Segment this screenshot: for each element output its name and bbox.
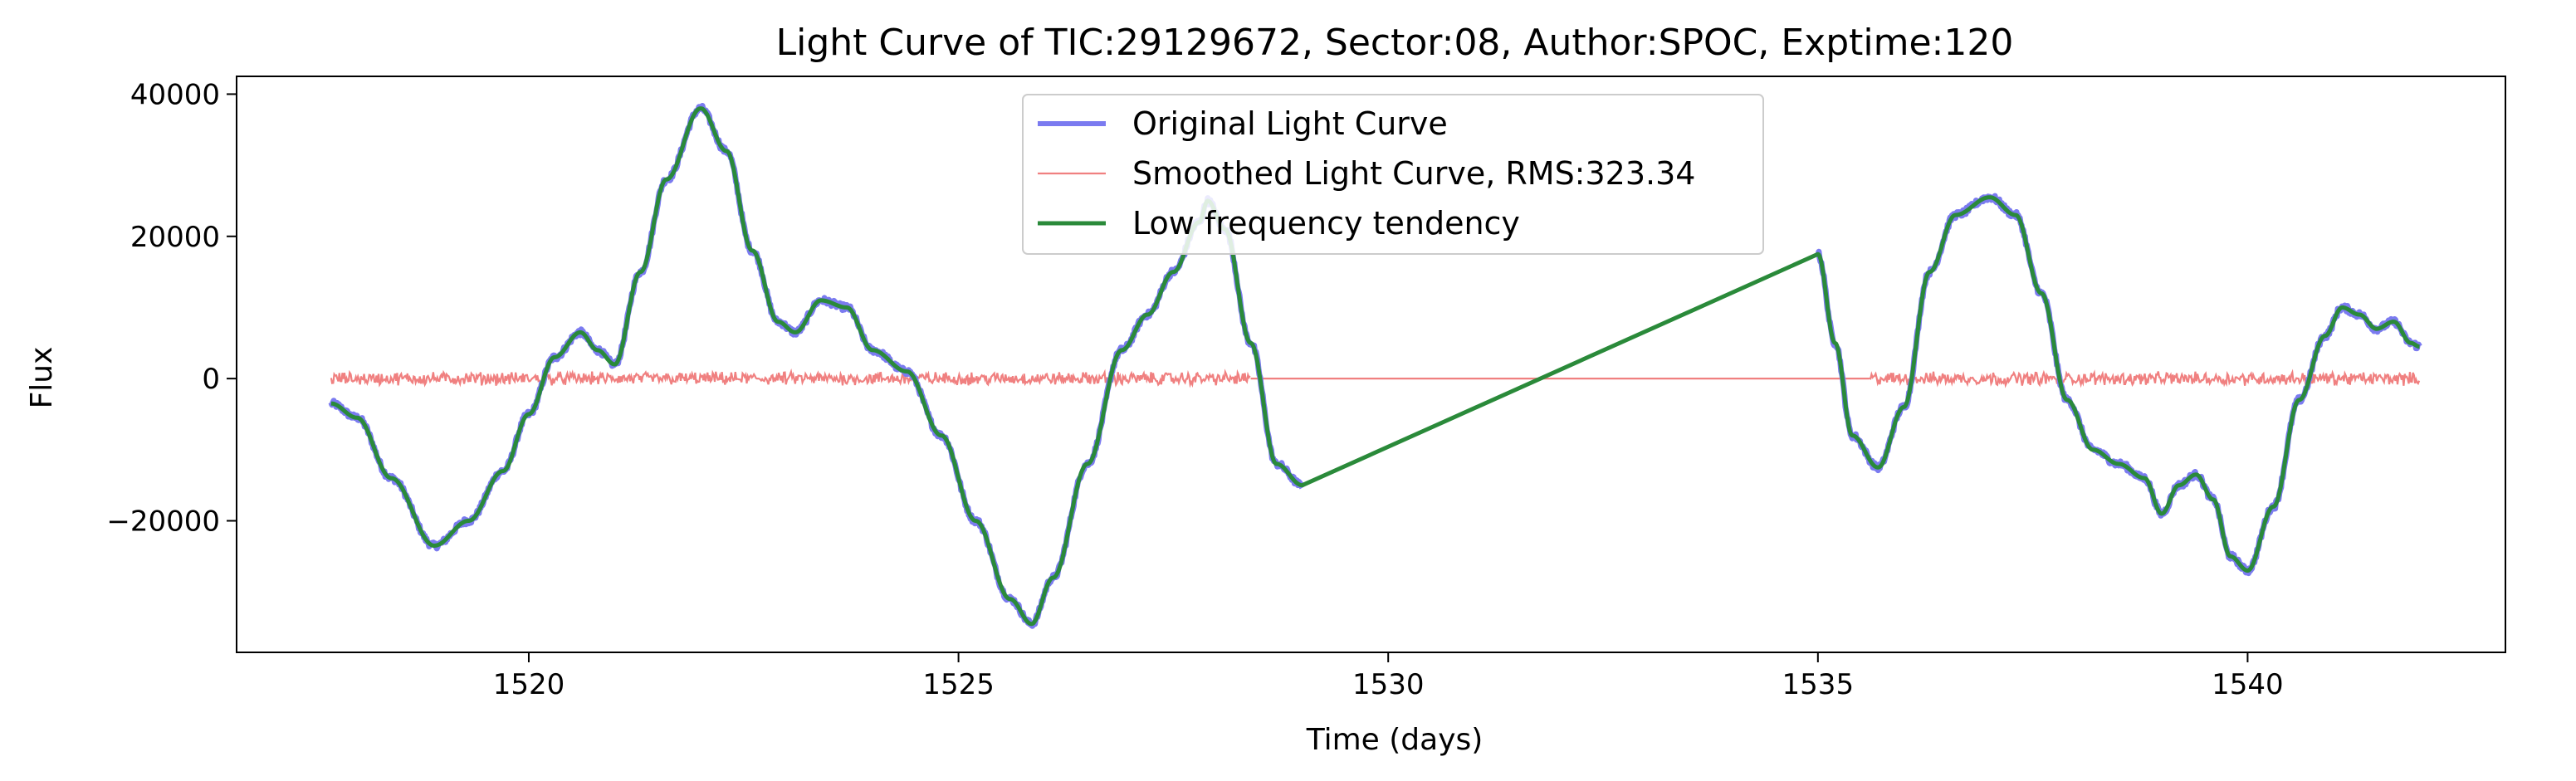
x-tick-label: 1530 (1352, 668, 1425, 701)
y-tick-label: 0 (202, 363, 220, 396)
plot-frame (236, 76, 2506, 653)
x-tick-label: 1520 (493, 668, 565, 701)
y-tick-label: 20000 (130, 221, 220, 254)
legend: Original Light Curve Smoothed Light Curve… (1022, 94, 1764, 255)
y-axis-label: Flux (25, 347, 59, 409)
trend-series-layer (330, 106, 2421, 627)
y-tick-label: 40000 (130, 78, 220, 111)
low-frequency-tendency-line (330, 106, 2421, 627)
x-axis: 1520 1525 1530 1535 1540 (493, 652, 2284, 701)
x-tick-label: 1540 (2212, 668, 2284, 701)
y-tick-label: −20000 (106, 505, 220, 538)
legend-box (1022, 94, 1764, 255)
smoothed-light-curve-line (1869, 369, 2421, 388)
legend-label: Low frequency tendency (1132, 205, 1520, 242)
smoothed-light-curve-line (330, 368, 1251, 388)
x-tick-label: 1525 (922, 668, 995, 701)
original-light-curve-line (1815, 193, 2422, 577)
legend-label: Smoothed Light Curve, RMS:323.34 (1132, 155, 1695, 192)
y-axis: −20000 0 20000 40000 (106, 78, 237, 538)
legend-label: Original Light Curve (1132, 105, 1448, 142)
x-axis-label: Time (days) (1306, 723, 1484, 757)
x-tick-label: 1535 (1782, 668, 1855, 701)
smoothed-series-layer (330, 368, 2421, 388)
chart-title: Light Curve of TIC:29129672, Sector:08, … (776, 22, 2014, 64)
